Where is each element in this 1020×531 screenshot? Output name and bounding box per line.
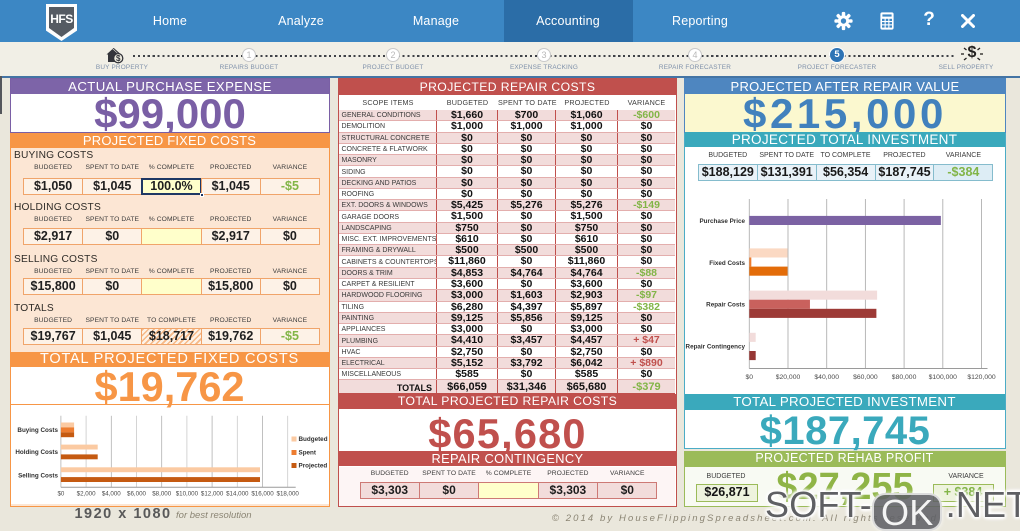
svg-text:Buying Costs: Buying Costs [17,427,58,434]
svg-text:Spent: Spent [299,450,317,457]
svg-text:$0: $0 [746,374,754,381]
svg-text:$100,000: $100,000 [929,374,958,381]
svg-text:Repair Contingency: Repair Contingency [686,344,746,351]
svg-text:$2,000: $2,000 [77,491,96,498]
svg-text:Holding Costs: Holding Costs [15,449,58,456]
svg-text:Projected: Projected [299,463,328,470]
svg-text:$18,000: $18,000 [277,491,300,498]
svg-text:$4,000: $4,000 [102,491,121,498]
svg-text:$120,000: $120,000 [967,374,996,381]
svg-text:$16,000: $16,000 [251,491,274,498]
svg-text:$12,000: $12,000 [201,491,224,498]
svg-text:Purchase Price: Purchase Price [699,218,745,225]
svg-text:$20,000: $20,000 [776,374,801,381]
svg-text:$10,000: $10,000 [176,491,199,498]
svg-text:$0: $0 [57,491,64,498]
svg-text:$8,000: $8,000 [152,491,171,498]
svg-text:Repair Costs: Repair Costs [706,302,745,309]
svg-text:$40,000: $40,000 [814,374,839,381]
svg-text:Selling Costs: Selling Costs [18,473,58,480]
svg-text:$60,000: $60,000 [853,374,878,381]
svg-text:$80,000: $80,000 [892,374,917,381]
svg-text:Budgeted: Budgeted [299,436,328,443]
svg-text:$14,000: $14,000 [226,491,249,498]
svg-text:Fixed Costs: Fixed Costs [709,260,745,267]
svg-text:$6,000: $6,000 [127,491,146,498]
svg-text:$: $ [116,54,121,63]
